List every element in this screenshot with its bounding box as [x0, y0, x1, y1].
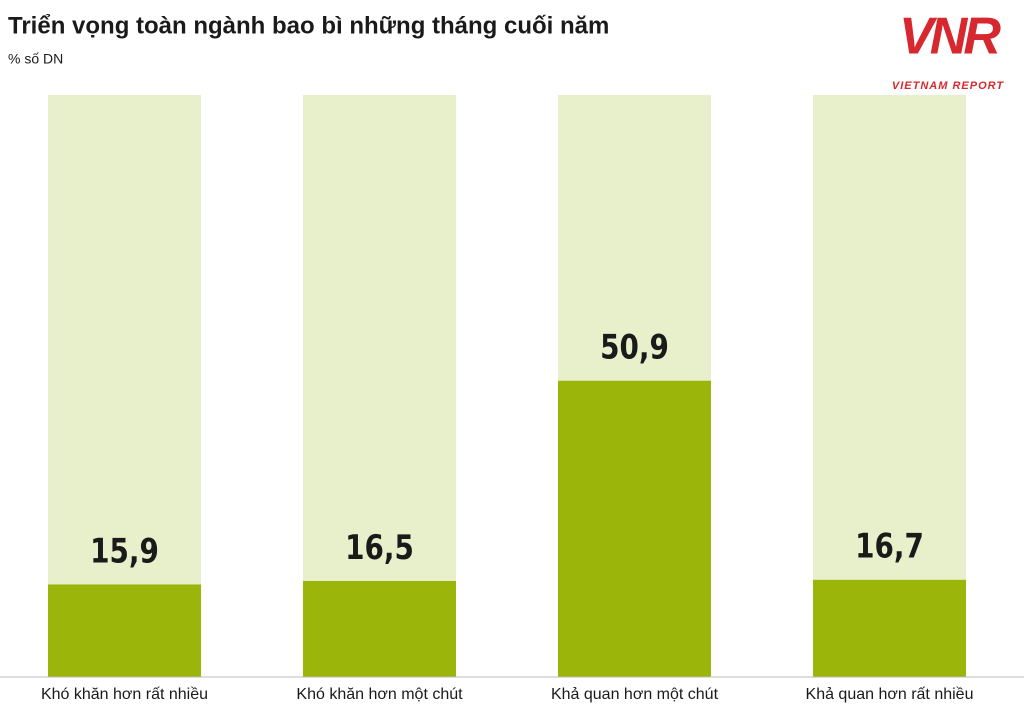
x-tick-label: Khó khăn hơn rất nhiều: [41, 686, 208, 703]
value-label: 15,9: [90, 532, 159, 571]
bar-track: [303, 95, 456, 677]
chart-title: Triển vọng toàn ngành bao bì những tháng…: [8, 12, 609, 39]
bar: [558, 380, 711, 677]
value-label: 50,9: [600, 328, 669, 367]
bar: [303, 580, 456, 677]
value-label: 16,5: [345, 528, 414, 567]
bar: [48, 584, 201, 677]
x-tick-label: Khả quan hơn rất nhiều: [806, 686, 974, 703]
x-tick-label: Khó khăn hơn một chút: [296, 686, 463, 703]
bar: [813, 579, 966, 677]
chart-subtitle: % số DN: [8, 51, 63, 67]
logo-mark: VNR: [899, 8, 1001, 66]
logo-text: VIETNAM REPORT: [892, 80, 1004, 92]
value-label: 16,7: [855, 527, 924, 566]
x-tick-label: Khả quan hơn một chút: [551, 686, 719, 703]
bar-track: [48, 95, 201, 677]
